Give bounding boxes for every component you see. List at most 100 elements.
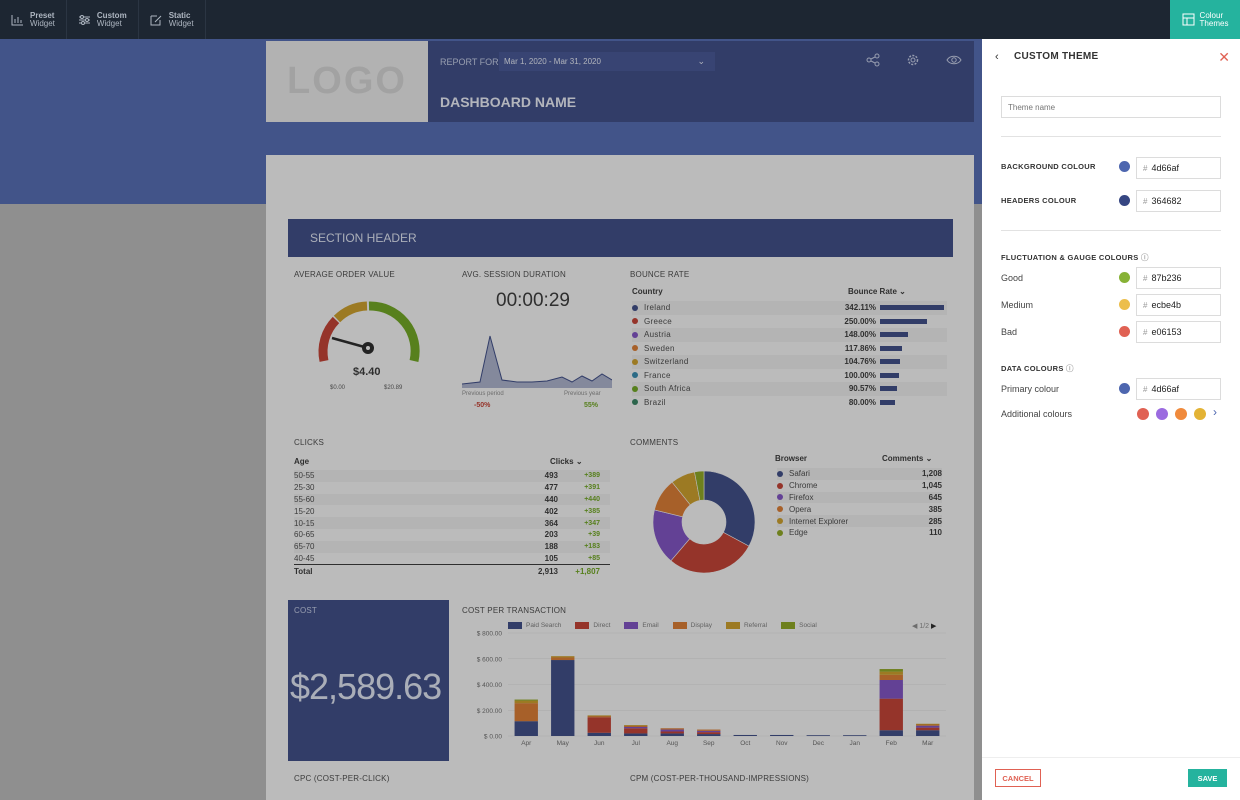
headers-colour-swatch[interactable] [1119,195,1130,206]
bar-segment [660,733,684,736]
legend-dot [632,304,638,311]
clicks-delta: +39 [588,531,600,539]
table-row: Austria 148.00% [632,328,947,342]
clicks-delta: +85 [588,554,600,562]
primary-colour-swatch[interactable] [1119,383,1130,394]
x-tick-label: Aug [666,740,678,747]
bad-colour-input[interactable]: # e06153 [1136,321,1221,343]
table-row: Switzerland 104.76% [632,355,947,369]
medium-colour-input[interactable]: # ecbe4b [1136,294,1221,316]
background-colour-input[interactable]: #4d66af [1136,157,1221,179]
cpc-title: CPC (COST-PER-CLICK) [294,774,390,783]
preset-widget-button[interactable]: Preset Widget [0,0,67,39]
gear-icon[interactable] [906,53,920,67]
clicks-total-delta: +1,807 [575,567,600,576]
clicks-col-clicks[interactable]: Clicks ⌄ [550,457,583,466]
close-icon[interactable]: ✕ [1218,49,1230,65]
hash-label: # [1143,385,1148,394]
asd-prev-period-label: Previous period [462,391,504,397]
bar-segment [916,727,940,731]
fluctuation-label-text: FLUCTUATION & GAUGE COLOURS [1001,253,1139,262]
chevron-down-icon: ⌄ [575,457,583,466]
static-widget-button[interactable]: Static Widget [139,0,206,39]
legend-dot [632,372,638,379]
background-colour-swatch[interactable] [1119,161,1130,172]
clicks-total-row: Total 2,913 +1,807 [294,564,610,576]
good-colour-input[interactable]: #87b236 [1136,267,1221,289]
legend-item: Referral [725,622,767,629]
asd-prev-year-label: Previous year [564,391,601,397]
bounce-col-rate[interactable]: Bounce Rate ⌄ [848,287,906,296]
bar-segment [514,699,538,701]
info-icon[interactable]: ⓘ [1066,364,1074,373]
aov-gauge [318,301,420,362]
cancel-button[interactable]: CANCEL [995,769,1041,787]
cpt-pager[interactable]: ◀ 1/2 ▶ [912,622,936,630]
next-icon[interactable]: ▶ [931,623,937,630]
share-icon[interactable] [866,53,880,67]
cost-title: COST [294,606,318,615]
additional-colour-swatch[interactable] [1194,408,1206,420]
medium-colour-swatch[interactable] [1119,299,1130,310]
additional-colour-swatch[interactable] [1156,408,1168,420]
preset-widget-sub: Widget [30,18,55,28]
chevron-right-icon[interactable]: › [1213,405,1217,419]
y-tick-label: $ 600.00 [477,656,503,663]
comments-col-browser: Browser [775,454,808,463]
bar-segment [879,698,903,731]
custom-widget-button[interactable]: Custom Widget [67,0,139,39]
table-row: 50-55 493 +389 [294,470,610,482]
hash-label: # [1143,274,1148,283]
clicks-value: 188 [544,542,558,552]
clicks-delta: +183 [584,543,600,551]
browser-name: Edge [789,528,808,538]
clicks-value: 105 [544,553,558,563]
bounce-bar [880,359,900,365]
bad-colour-swatch[interactable] [1119,326,1130,337]
x-tick-label: May [557,740,570,747]
colour-themes-button[interactable]: Colour Themes [1170,0,1240,39]
back-icon[interactable]: ‹ [995,51,999,63]
country-name: Switzerland [644,357,689,367]
background-colour-label: BACKGROUND COLOUR [1001,162,1096,171]
primary-colour-input[interactable]: #4d66af [1136,378,1221,400]
asd-widget: AVG. SESSION DURATION 00:00:29 Previous … [456,262,618,427]
eye-icon[interactable] [946,53,962,67]
bar-segment [624,726,648,729]
save-button[interactable]: SAVE [1188,769,1227,787]
asd-sparkline [462,335,612,388]
bar-segment [587,715,611,717]
asd-value: 00:00:29 [496,290,570,311]
additional-colour-swatch[interactable] [1175,408,1187,420]
info-icon[interactable]: ⓘ [1140,253,1149,262]
clicks-total-label: Total [294,567,313,576]
clicks-rows: 50-55 493 +389 25-30 477 +391 55-60 440 +440 15-2… [294,470,610,565]
clicks-value: 477 [544,483,558,493]
primary-colour-hex: 4d66af [1151,384,1179,394]
bounce-col-rate-label: Bounce Rate [848,287,897,296]
legend-swatch [725,622,740,629]
bounce-value: 148.00% [844,330,876,340]
dashboard-name: DASHBOARD NAME [440,94,577,110]
bad-colour-hex: e06153 [1151,327,1182,337]
headers-colour-label: HEADERS COLOUR [1001,196,1077,205]
bounce-bar [880,399,895,405]
divider [1001,230,1221,231]
comments-col-comments[interactable]: Comments ⌄ [882,454,932,463]
good-colour-swatch[interactable] [1119,272,1130,283]
y-tick-label: $ 200.00 [477,708,503,715]
fluctuation-label: FLUCTUATION & GAUGE COLOURS ⓘ [1001,252,1149,263]
bad-label: Bad [1001,327,1018,337]
clicks-title: CLICKS [294,438,325,447]
headers-colour-input[interactable]: #364682 [1136,190,1221,212]
bar-segment [843,735,867,737]
prev-icon[interactable]: ◀ [912,623,918,630]
date-range-select[interactable]: Mar 1, 2020 - Mar 31, 2020 ⌄ [499,52,715,71]
clicks-delta: +389 [584,472,600,480]
theme-name-input[interactable] [1001,96,1221,118]
cpc-widget: CPC (COST-PER-CLICK) [288,768,618,800]
additional-colour-swatch[interactable] [1137,408,1149,420]
cpt-widget: COST PER TRANSACTION Paid Search Direct Em… [456,600,953,761]
comments-donut-chart [652,470,756,574]
legend-dot [777,494,783,501]
